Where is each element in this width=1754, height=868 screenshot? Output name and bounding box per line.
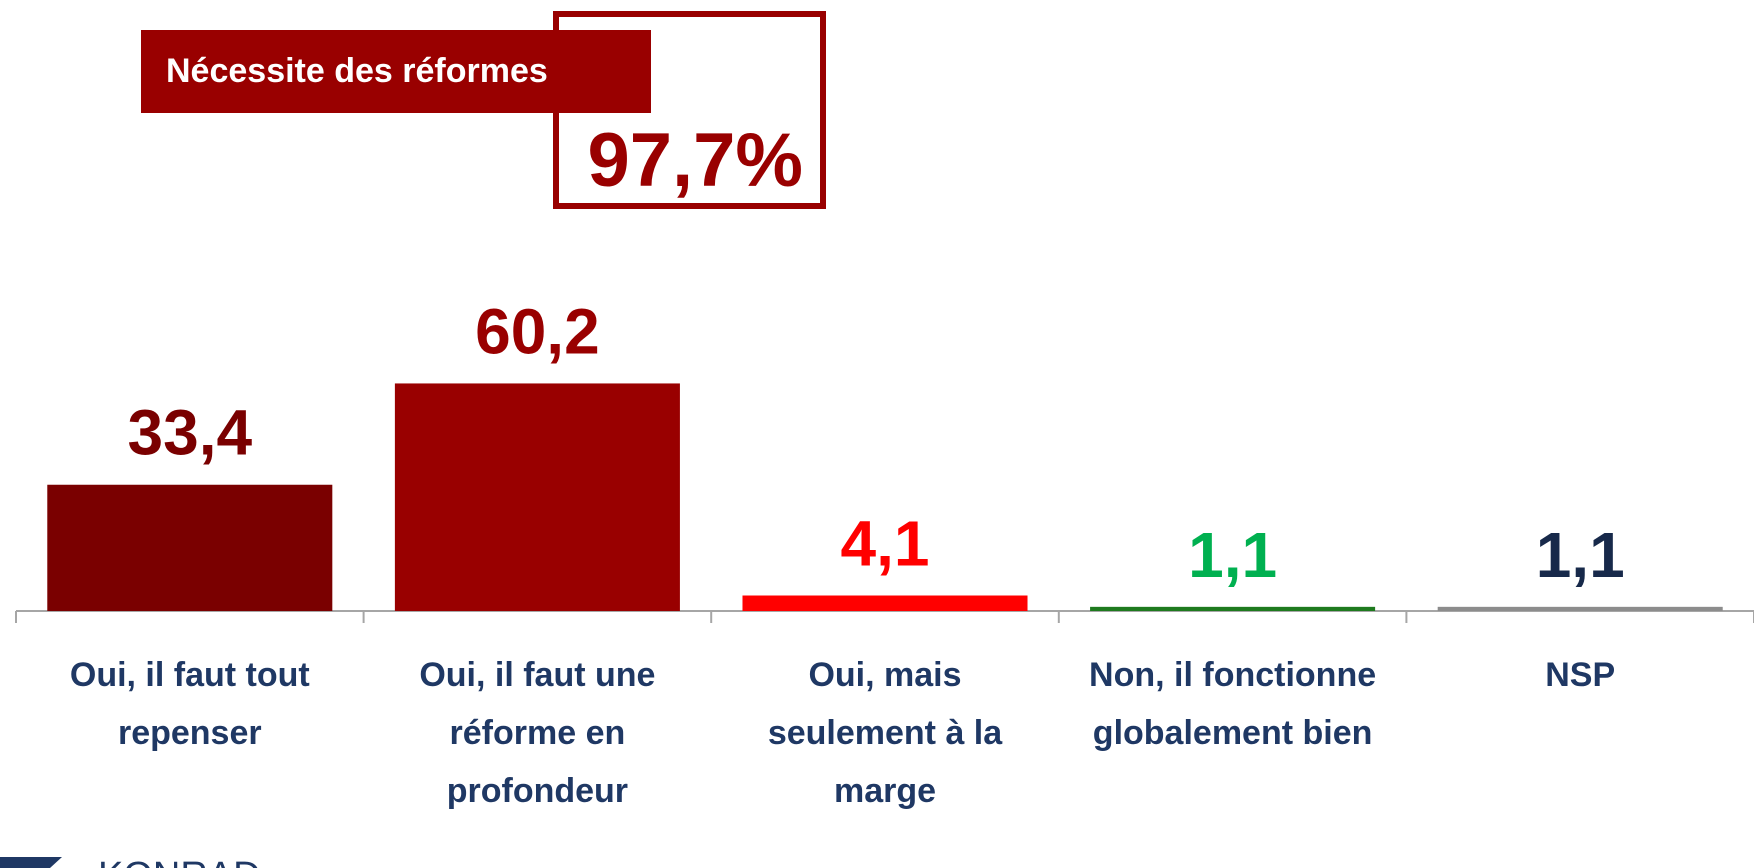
logo-text: KONRAD — [98, 855, 261, 868]
data-label: 4,1 — [841, 508, 930, 580]
bar — [742, 595, 1028, 611]
data-label: 60,2 — [475, 295, 600, 367]
annotation-frame — [553, 11, 826, 209]
annotation-banner — [141, 30, 651, 113]
x-tick-label: Oui, mais seulement à la marge — [767, 656, 1003, 810]
data-label: 1,1 — [1188, 519, 1277, 591]
bar — [1090, 606, 1376, 611]
bar — [394, 383, 680, 611]
bar — [47, 484, 333, 611]
annotation-title: Nécessite des réformes — [166, 52, 548, 90]
x-tick-label: Oui, il faut une réforme en profondeur — [419, 656, 656, 810]
data-label: 33,4 — [128, 397, 253, 469]
logo-mark — [0, 857, 62, 868]
annotation-value: 97,7% — [588, 118, 804, 203]
x-tick-label: Oui, il faut tout repenser — [69, 656, 310, 752]
x-tick-label: Non, il fonctionne globalement bien — [1089, 656, 1377, 752]
x-tick-label: NSP — [1545, 656, 1616, 694]
bar — [1437, 606, 1723, 611]
data-label: 1,1 — [1536, 519, 1625, 591]
